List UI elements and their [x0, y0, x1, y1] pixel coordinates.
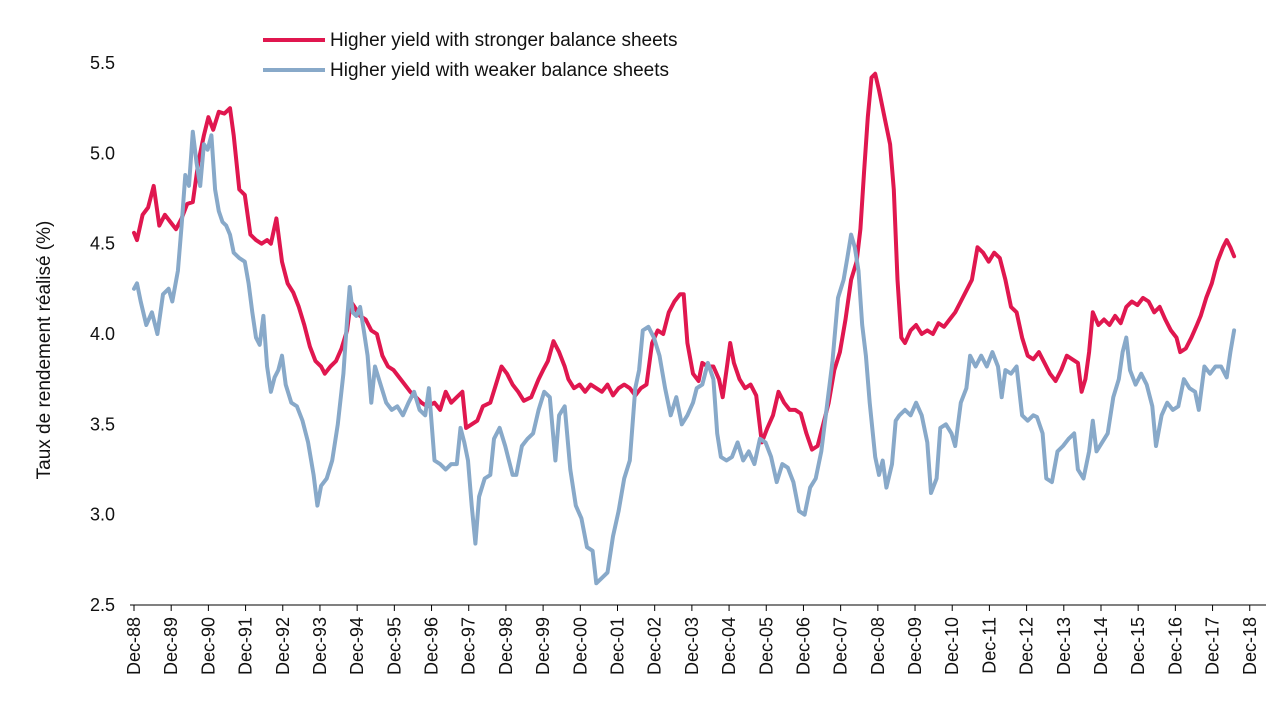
- y-tick-label: 5.0: [90, 143, 115, 163]
- x-tick-label: Dec-17: [1203, 617, 1223, 675]
- x-tick-label: Dec-16: [1165, 617, 1185, 675]
- y-tick-label: 4.5: [90, 234, 115, 254]
- x-tick-label: Dec-99: [533, 617, 553, 675]
- x-tick-label: Dec-97: [459, 617, 479, 675]
- x-tick-label: Dec-98: [496, 617, 516, 675]
- series-line-stronger: [132, 71, 1237, 452]
- y-axis-ticks: 2.5 3.0 3.5 4.0 4.5 5.0 5.5: [90, 53, 115, 615]
- y-axis-title: Taux de rendement réalisé (%): [34, 221, 55, 480]
- x-tick-label: Dec-01: [607, 617, 627, 675]
- x-tick-label: Dec-04: [719, 617, 739, 675]
- x-tick-label: Dec-91: [236, 617, 256, 675]
- y-tick-label: 3.0: [90, 505, 115, 525]
- x-tick-label: Dec-93: [310, 617, 330, 675]
- x-tick-label: Dec-89: [161, 617, 181, 675]
- x-tick-label: Dec-88: [124, 617, 144, 675]
- x-tick-label: Dec-92: [273, 617, 293, 675]
- series-line-weaker: [132, 129, 1237, 586]
- x-tick-label: Dec-15: [1128, 617, 1148, 675]
- x-tick-label: Dec-08: [868, 617, 888, 675]
- x-tick-label: Dec-90: [198, 617, 218, 675]
- x-tick-label: Dec-02: [645, 617, 665, 675]
- chart-legend: Higher yield with stronger balance sheet…: [263, 30, 677, 81]
- x-tick-label: Dec-13: [1054, 617, 1074, 675]
- x-tick-label: Dec-11: [979, 617, 999, 674]
- x-axis-ticks: Dec-88 Dec-89 Dec-90 Dec-91 Dec-92 Dec-93 Dec-…: [124, 605, 1260, 675]
- x-tick-label: Dec-12: [1017, 617, 1037, 675]
- x-tick-label: Dec-03: [682, 617, 702, 675]
- y-tick-label: 2.5: [90, 595, 115, 615]
- x-tick-label: Dec-09: [905, 617, 925, 675]
- x-tick-label: Dec-95: [384, 617, 404, 675]
- x-tick-label: Dec-14: [1091, 617, 1111, 675]
- y-tick-label: 3.5: [90, 414, 115, 434]
- x-tick-label: Dec-05: [756, 617, 776, 675]
- x-tick-label: Dec-18: [1240, 617, 1260, 675]
- x-tick-label: Dec-94: [347, 617, 367, 675]
- x-tick-label: Dec-06: [793, 617, 813, 675]
- x-tick-label: Dec-96: [422, 617, 442, 675]
- y-tick-label: 4.0: [90, 324, 115, 344]
- chart-series: [132, 71, 1237, 586]
- legend-label-weaker: Higher yield with weaker balance sheets: [330, 60, 669, 81]
- x-tick-label: Dec-07: [831, 617, 851, 675]
- y-tick-label: 5.5: [90, 53, 115, 73]
- x-tick-label: Dec-10: [942, 617, 962, 675]
- legend-label-stronger: Higher yield with stronger balance sheet…: [330, 30, 677, 51]
- x-tick-label: Dec-00: [570, 617, 590, 675]
